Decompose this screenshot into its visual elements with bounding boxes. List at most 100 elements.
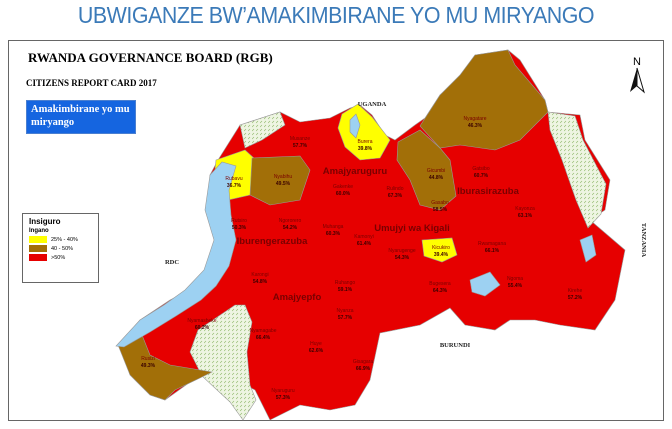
district-name: Kirehe: [568, 288, 583, 294]
legend-swatch: [29, 254, 47, 261]
district-value: 49.5%: [276, 181, 291, 187]
district-name: Kamonyi: [354, 234, 373, 240]
neighbor-country-label: UGANDA: [358, 101, 387, 108]
legend-item: >50%: [29, 254, 92, 261]
province-label: Umujyi wa Kigali: [374, 223, 450, 234]
district-gicumbi: [396, 129, 457, 211]
legend-subtitle: Ingano: [29, 228, 49, 234]
province-label: Iburengerazuba: [237, 236, 308, 247]
organization-title: RWANDA GOVERNANCE BOARD (RGB): [28, 50, 273, 65]
district-nyabihu: [249, 155, 311, 206]
map-frame: [8, 40, 664, 421]
legend-item: 25% - 40%: [29, 236, 92, 243]
district-name: Nyaruguru: [271, 388, 295, 394]
lake-akagera: [579, 234, 597, 263]
province-label: Iburasirazuba: [457, 186, 519, 197]
district-name: Gisagara: [353, 359, 374, 365]
legend: Insiguro Ingano 25% - 40% 40 - 50% >50%: [22, 213, 99, 283]
district-value: 54.8%: [253, 279, 268, 285]
district-value: 59.1%: [338, 287, 353, 293]
district-value: 66.1%: [485, 248, 500, 254]
lake-kivu: [115, 161, 237, 348]
district-value: 60.7%: [474, 173, 489, 179]
district-name: Rusizi: [141, 356, 155, 362]
district-value: 54.2%: [283, 225, 298, 231]
district-name: Nyabihu: [274, 174, 293, 180]
neighbor-country-label: TANZANIA: [640, 223, 647, 257]
report-title: CITIZENS REPORT CARD 2017: [26, 78, 157, 88]
district-name: Rutsiro: [231, 218, 247, 224]
district-name: Gakenke: [333, 184, 353, 190]
legend-label: 40 - 50%: [51, 245, 74, 252]
north-label: N: [633, 56, 641, 68]
district-value: 60.2%: [195, 325, 210, 331]
district-value: 57.7%: [293, 143, 308, 149]
district-nyagatare: [419, 49, 549, 151]
district-name: Kicukiro: [432, 245, 450, 251]
district-name: Rulindo: [387, 186, 404, 192]
district-name: Gicumbi: [427, 168, 445, 174]
district-name: Kayonza: [515, 206, 535, 212]
district-name: Rubavu: [225, 176, 242, 182]
district-name: Karongi: [251, 272, 268, 278]
district-value: 50.3%: [232, 225, 247, 231]
district-value: 55.4%: [508, 283, 523, 289]
district-name: Ngoma: [507, 276, 523, 282]
district-value: 67.3%: [388, 193, 403, 199]
north-arrow-icon: N: [630, 56, 645, 94]
district-value: 62.6%: [309, 348, 324, 354]
legend-swatch: [29, 245, 47, 252]
district-kicukiro: [421, 237, 458, 263]
legend-label: 25% - 40%: [51, 236, 78, 243]
district-value: 57.3%: [276, 395, 291, 401]
district-value: 54.3%: [395, 255, 410, 261]
district-value: 57.2%: [568, 295, 583, 301]
lake-bugesera: [469, 271, 501, 297]
lake-burera: [349, 113, 361, 139]
district-name: Muhanga: [323, 224, 344, 230]
province-label: Amajyaruguru: [323, 166, 388, 177]
park-akagera: [547, 111, 607, 229]
district-value: 58.5%: [433, 207, 448, 213]
district-value: 60.3%: [326, 231, 341, 237]
district-name: Gasabo: [431, 200, 449, 206]
district-name: Nyamagabe: [250, 328, 277, 334]
district-value: 57.7%: [338, 315, 353, 321]
district-name: Burera: [357, 139, 372, 145]
legend-title: Insiguro: [29, 217, 61, 226]
legend-item: 40 - 50%: [29, 245, 92, 252]
district-value: 39.4%: [434, 252, 449, 258]
neighbor-country-label: RDC: [165, 259, 179, 266]
district-value: 46.3%: [468, 123, 483, 129]
district-name: Nyagatare: [463, 116, 486, 122]
district-value: 66.4%: [256, 335, 271, 341]
district-value: 63.1%: [518, 213, 533, 219]
district-value: 66.9%: [356, 366, 371, 372]
district-name: Bugesera: [429, 281, 451, 287]
district-name: Nyanza: [337, 308, 354, 314]
district-value: 61.4%: [357, 241, 372, 247]
page-title: UBWIGANZE BW’AMAKIMBIRANE YO MU MIRYANGO: [77, 2, 595, 28]
district-name: Ruhango: [335, 280, 356, 286]
legend-label: >50%: [51, 254, 66, 261]
indicator-badge: Amakimbirane yo mu miryango: [26, 100, 136, 134]
district-value: 64.3%: [433, 288, 448, 294]
district-name: Ngororero: [279, 218, 302, 224]
district-value: 39.8%: [358, 146, 373, 152]
district-burera: [337, 103, 391, 161]
district-name: Rwamagana: [478, 241, 506, 247]
district-name: Huye: [310, 341, 322, 347]
district-name: Nyamasheke: [187, 318, 216, 324]
district-value: 60.0%: [336, 191, 351, 197]
park-north: [239, 111, 286, 149]
district-name: Nyarugenge: [388, 248, 415, 254]
province-label: Amajyepfo: [273, 292, 322, 303]
district-name: Gatsibo: [472, 166, 489, 172]
district-value: 49.3%: [141, 363, 156, 369]
legend-swatch: [29, 236, 47, 243]
district-value: 44.8%: [429, 175, 444, 181]
district-value: 36.7%: [227, 183, 242, 189]
district-rusizi: [117, 329, 213, 401]
district-name: Musanze: [290, 136, 311, 142]
